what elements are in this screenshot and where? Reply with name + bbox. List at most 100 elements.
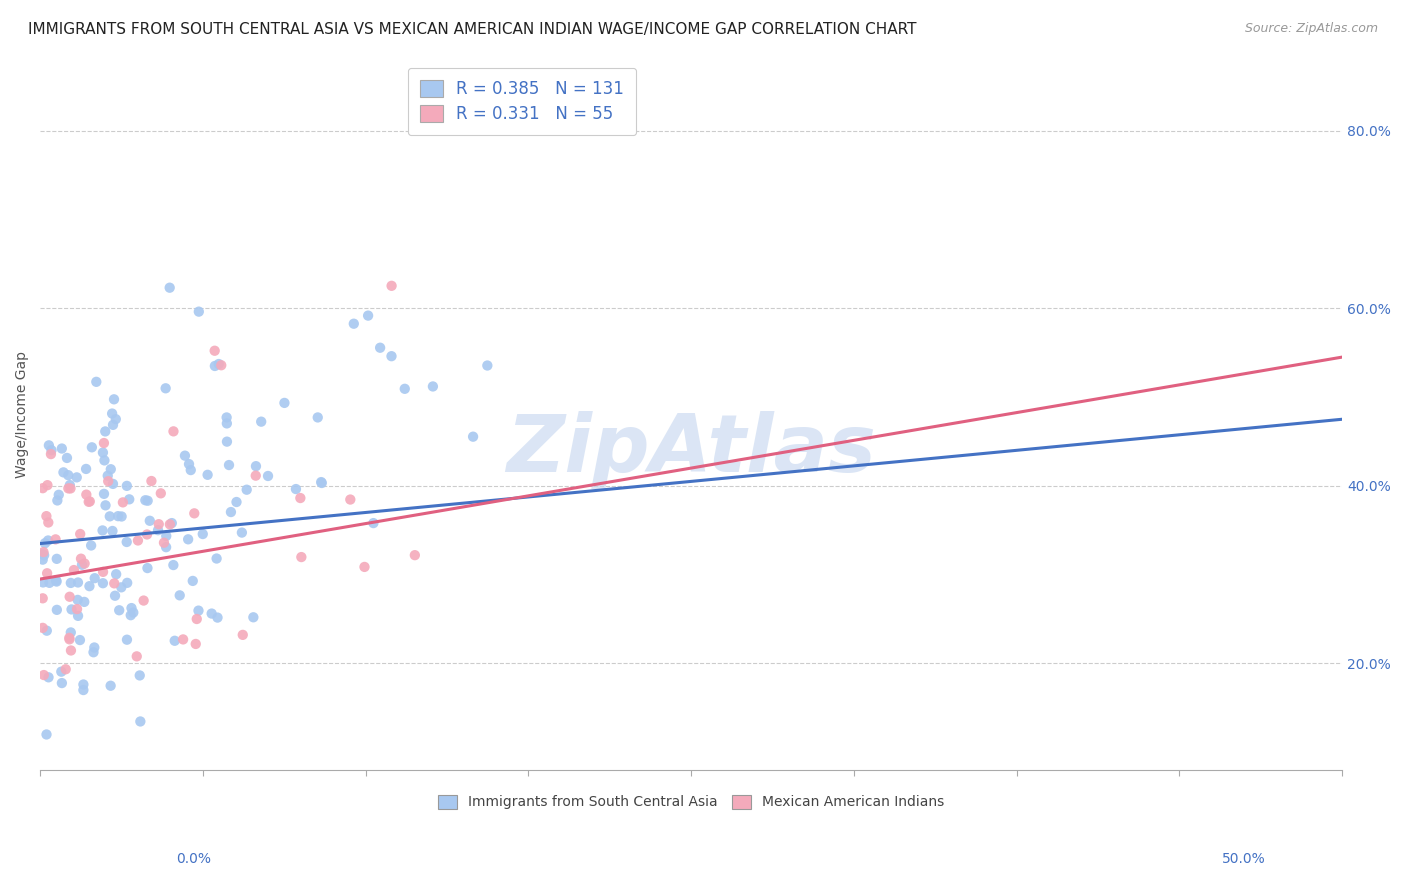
Point (58, 631, 80, 645)
Point (37, 478, 59, 492)
Point (97, 474, 120, 488)
Point (127, 533, 149, 548)
Point (59, 478, 82, 492)
Point (245, 468, 267, 483)
Point (69, 527, 91, 541)
Point (35, 727, 58, 741)
Point (290, 550, 312, 565)
Point (309, 475, 332, 489)
Point (31, 591, 53, 606)
Point (136, 527, 159, 541)
Point (63, 563, 86, 577)
Point (284, 482, 307, 496)
Point (219, 505, 242, 519)
Point (204, 359, 226, 373)
Point (107, 509, 129, 524)
Point (35, 624, 58, 638)
Point (311, 475, 333, 490)
Point (136, 493, 159, 508)
Point (215, 434, 238, 449)
Point (353, 560, 375, 574)
Point (35, 509, 58, 524)
Point (93, 487, 115, 501)
Point (153, 535, 176, 549)
Point (250, 415, 273, 429)
Point (77, 495, 100, 509)
Point (204, 343, 226, 358)
Point (215, 417, 238, 431)
Point (48, 488, 70, 502)
Point (80, 440, 103, 454)
Point (32, 668, 55, 682)
Point (381, 278, 404, 293)
Point (242, 610, 264, 624)
Point (37, 533, 59, 548)
Point (82, 645, 104, 659)
Point (58, 482, 80, 496)
Point (363, 516, 385, 530)
Point (207, 610, 229, 624)
Point (177, 457, 200, 471)
Point (159, 517, 181, 532)
Text: ZipAtlas: ZipAtlas (506, 411, 876, 490)
Point (103, 576, 125, 591)
Point (172, 632, 194, 647)
Point (197, 467, 219, 482)
Point (91, 445, 114, 459)
Point (94, 425, 117, 439)
Point (125, 649, 148, 664)
Point (83, 571, 105, 585)
Point (93, 436, 115, 450)
Point (132, 593, 155, 607)
Point (183, 506, 205, 520)
Point (162, 425, 184, 439)
Point (148, 517, 170, 532)
Point (70, 558, 93, 572)
Point (155, 540, 177, 554)
Point (160, 516, 183, 530)
Point (32, 575, 55, 590)
Point (141, 474, 163, 488)
Point (93, 453, 115, 467)
Point (169, 588, 191, 602)
Point (79, 579, 101, 593)
Point (41, 443, 63, 458)
Point (105, 567, 128, 582)
Point (67, 608, 90, 623)
Point (184, 637, 207, 651)
Point (51, 665, 73, 679)
Legend: Immigrants from South Central Asia, Mexican American Indians: Immigrants from South Central Asia, Mexi… (430, 788, 952, 816)
Point (31, 481, 53, 495)
Point (59, 625, 82, 640)
Point (174, 449, 197, 463)
Point (38, 575, 60, 590)
Point (104, 412, 127, 426)
Point (32, 548, 55, 562)
Point (368, 341, 391, 355)
Point (75, 462, 97, 476)
Point (187, 304, 209, 318)
Point (146, 523, 169, 537)
Point (129, 714, 152, 729)
Point (75, 487, 97, 501)
Point (115, 575, 138, 590)
Point (101, 524, 124, 538)
Point (394, 382, 416, 396)
Point (91, 524, 114, 538)
Point (115, 479, 138, 493)
Text: 50.0%: 50.0% (1222, 852, 1265, 866)
Point (357, 309, 380, 323)
Point (477, 359, 499, 373)
Point (83, 640, 105, 655)
Point (149, 486, 172, 500)
Point (205, 551, 228, 566)
Point (273, 396, 295, 410)
Point (339, 492, 361, 507)
Point (111, 495, 134, 509)
Point (45, 574, 67, 588)
Point (59, 576, 82, 591)
Point (73, 557, 96, 571)
Point (115, 632, 138, 647)
Point (163, 633, 186, 648)
Point (155, 381, 177, 395)
